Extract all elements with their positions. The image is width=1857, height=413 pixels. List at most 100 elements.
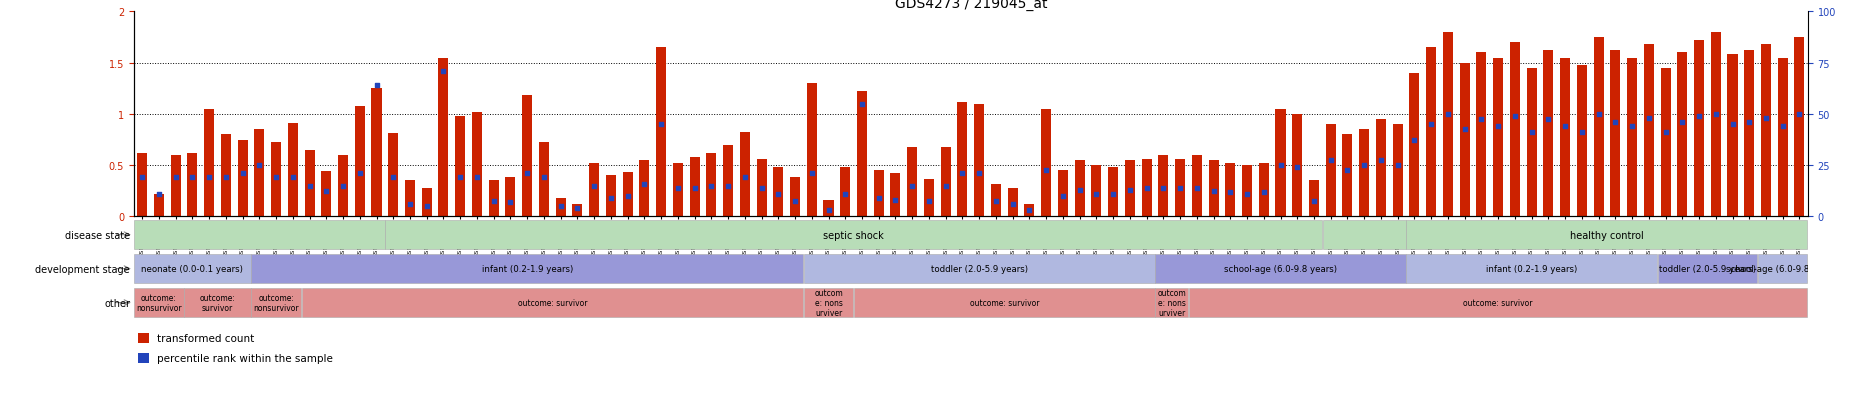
Bar — [1409, 74, 1419, 217]
Bar — [137, 154, 147, 217]
Text: toddler (2.0-5.9 years): toddler (2.0-5.9 years) — [1658, 264, 1755, 273]
Point — [847, 101, 877, 108]
Point — [1565, 130, 1595, 136]
Point — [1265, 162, 1294, 169]
Bar — [139, 353, 149, 363]
Point — [1515, 130, 1545, 136]
Point — [295, 183, 325, 190]
Point — [1331, 168, 1361, 174]
Bar — [1240, 166, 1252, 217]
Point — [696, 183, 726, 190]
Bar — [890, 174, 901, 217]
Bar — [1174, 159, 1185, 217]
Text: septic shock: septic shock — [823, 230, 884, 240]
Bar — [384, 221, 1322, 249]
Point — [1783, 111, 1812, 118]
Bar — [689, 157, 700, 217]
Point — [529, 175, 559, 181]
Point — [914, 198, 943, 205]
Point — [1298, 198, 1328, 205]
Point — [1599, 119, 1629, 126]
Bar — [539, 142, 548, 217]
Text: neonate (0.0-0.1 years): neonate (0.0-0.1 years) — [141, 264, 243, 273]
Point — [830, 191, 860, 198]
Bar — [1777, 58, 1786, 217]
Bar — [973, 104, 984, 217]
Text: outcome:
survivor: outcome: survivor — [199, 294, 236, 312]
Bar — [572, 204, 581, 217]
Bar — [804, 289, 852, 317]
Point — [1365, 157, 1395, 164]
Bar — [1560, 58, 1569, 217]
Bar — [1460, 64, 1469, 217]
Bar — [756, 159, 767, 217]
Point — [279, 175, 308, 181]
Bar — [1309, 181, 1318, 217]
Bar — [1577, 66, 1586, 217]
Point — [1482, 123, 1512, 130]
Bar — [1794, 38, 1803, 217]
Bar — [706, 154, 717, 217]
Point — [145, 191, 175, 198]
Bar — [438, 58, 448, 217]
Bar — [873, 171, 884, 217]
Bar — [139, 333, 149, 343]
Point — [513, 171, 542, 177]
Bar — [555, 198, 565, 217]
Bar — [1627, 58, 1636, 217]
Point — [1231, 191, 1261, 198]
Bar — [906, 147, 917, 217]
Point — [1749, 115, 1779, 122]
Bar — [1207, 161, 1218, 217]
Bar — [1610, 51, 1619, 217]
Point — [1415, 121, 1445, 128]
Bar — [171, 156, 180, 217]
Point — [1699, 111, 1729, 118]
Bar — [288, 124, 297, 217]
Point — [1766, 123, 1796, 130]
Bar — [1760, 45, 1770, 217]
Point — [446, 175, 475, 181]
Bar — [1744, 51, 1753, 217]
Title: GDS4273 / 219045_at: GDS4273 / 219045_at — [893, 0, 1047, 12]
Point — [1131, 185, 1161, 192]
Bar — [1322, 221, 1406, 249]
Text: outcome: survivor: outcome: survivor — [969, 298, 1038, 307]
Bar — [1123, 161, 1135, 217]
Text: toddler (2.0-5.9 years): toddler (2.0-5.9 years) — [930, 264, 1027, 273]
Bar — [1155, 289, 1187, 317]
Point — [1398, 137, 1428, 143]
Bar — [1376, 120, 1385, 217]
Bar — [1274, 109, 1285, 217]
Bar — [804, 255, 1153, 283]
Bar — [472, 113, 481, 217]
Text: transformed count: transformed count — [156, 333, 254, 343]
Bar — [505, 178, 514, 217]
Point — [462, 175, 492, 181]
Text: other: other — [104, 298, 130, 308]
Text: percentile rank within the sample: percentile rank within the sample — [156, 353, 332, 363]
Point — [1164, 185, 1194, 192]
Bar — [338, 156, 347, 217]
Point — [546, 203, 576, 210]
Point — [613, 193, 643, 200]
Point — [713, 183, 743, 190]
Bar — [1393, 125, 1402, 217]
Bar — [301, 289, 802, 317]
Point — [1432, 111, 1461, 118]
Bar — [134, 289, 184, 317]
Point — [630, 181, 659, 188]
Text: healthy control: healthy control — [1569, 230, 1643, 240]
Point — [1315, 157, 1344, 164]
Bar — [1107, 168, 1118, 217]
Bar — [1493, 58, 1502, 217]
Bar — [388, 134, 397, 217]
Point — [1081, 191, 1110, 198]
Point — [563, 205, 592, 212]
Bar — [1656, 255, 1757, 283]
Point — [1382, 162, 1411, 169]
Point — [362, 83, 392, 89]
Point — [930, 183, 960, 190]
Text: school-age (6.0-9.8 years): school-age (6.0-9.8 years) — [1224, 264, 1337, 273]
Text: outcome: survivor: outcome: survivor — [518, 298, 587, 307]
